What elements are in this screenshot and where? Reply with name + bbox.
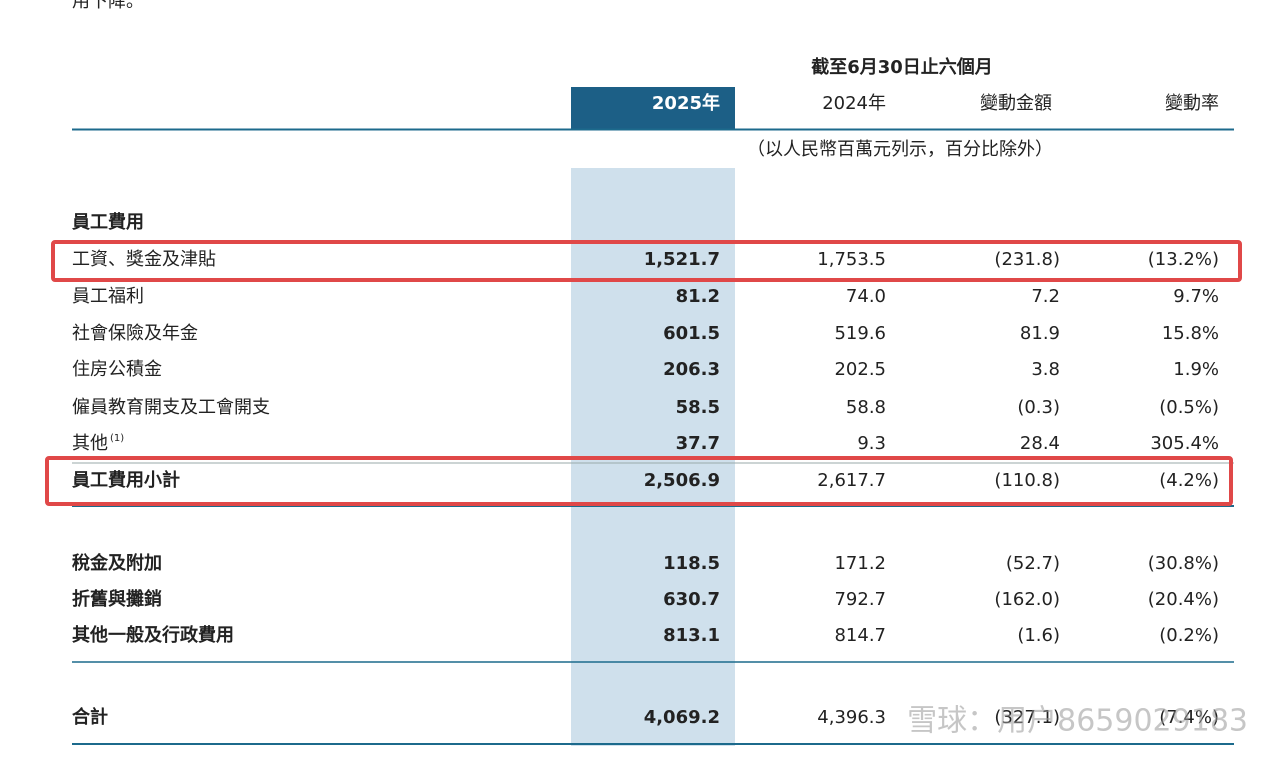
column-header: 變動率 bbox=[1165, 93, 1219, 114]
header-box bbox=[571, 87, 735, 129]
row-label: 僱員教育開支及工會開支 bbox=[72, 397, 270, 418]
cell: 792.7 bbox=[834, 589, 886, 610]
highlight-box bbox=[45, 456, 1233, 506]
cell-2025: 58.5 bbox=[676, 397, 720, 418]
cell-2025: 81.2 bbox=[676, 286, 720, 307]
watermark: 雪球：用户8659029183 bbox=[907, 704, 1248, 739]
cell: 9.3 bbox=[857, 433, 886, 454]
cell: 2,617.7 bbox=[817, 470, 886, 491]
cell: (0.3) bbox=[1017, 397, 1060, 418]
cell: 58.8 bbox=[846, 397, 886, 418]
row-label: 其他一般及行政費用 bbox=[72, 624, 234, 646]
cell: (7.4%) bbox=[1159, 707, 1219, 728]
row-label: 工資、獎金及津貼 bbox=[72, 249, 216, 270]
cell: 81.9 bbox=[1020, 323, 1060, 344]
row-label: 員工費用小計 bbox=[71, 469, 180, 491]
cell-2025: 601.5 bbox=[663, 323, 720, 344]
cell: 4,396.3 bbox=[817, 707, 886, 728]
row-label: 員工福利 bbox=[72, 286, 144, 307]
column-header: 變動金額 bbox=[980, 93, 1052, 114]
cell: 814.7 bbox=[834, 625, 886, 646]
cell-2025: 2,506.9 bbox=[644, 470, 720, 491]
cell: (231.8) bbox=[994, 249, 1060, 270]
cell-2025: 813.1 bbox=[663, 625, 720, 646]
column-header: 2024年 bbox=[822, 93, 886, 114]
row-label: 合計 bbox=[72, 706, 108, 728]
cell: 171.2 bbox=[834, 553, 886, 574]
cell-2025: 206.3 bbox=[663, 359, 720, 380]
cell-2025: 37.7 bbox=[676, 433, 720, 454]
row-label: 社會保險及年金 bbox=[72, 323, 198, 344]
cell: 74.0 bbox=[846, 286, 886, 307]
cell: (1.6) bbox=[1017, 625, 1060, 646]
cell: (52.7) bbox=[1006, 553, 1060, 574]
cell: 28.4 bbox=[1020, 433, 1060, 454]
section-title: 員工費用 bbox=[71, 211, 144, 233]
row-label: 住房公積金 bbox=[72, 359, 162, 380]
cell-2025: 630.7 bbox=[663, 589, 720, 610]
cell: 1,753.5 bbox=[817, 249, 886, 270]
highlight-box bbox=[51, 240, 1242, 282]
row-label: 稅金及附加 bbox=[72, 552, 162, 574]
cell: 519.6 bbox=[834, 323, 886, 344]
column-header: 2025年 bbox=[652, 92, 720, 114]
cell: (162.0) bbox=[994, 589, 1060, 610]
cell-2025: 1,521.7 bbox=[644, 249, 720, 270]
cell: (20.4%) bbox=[1148, 589, 1219, 610]
cell: (110.8) bbox=[994, 470, 1060, 491]
cell: (0.2%) bbox=[1159, 625, 1219, 646]
cell: (0.5%) bbox=[1159, 397, 1219, 418]
cell: (4.2%) bbox=[1159, 470, 1219, 491]
cell: 1.9% bbox=[1173, 359, 1219, 380]
cell: 202.5 bbox=[834, 359, 886, 380]
row-label: 其他 bbox=[72, 433, 108, 454]
cell: (30.8%) bbox=[1148, 553, 1219, 574]
cell: (327.1) bbox=[994, 707, 1060, 728]
cell: 15.8% bbox=[1162, 323, 1219, 344]
cell: 3.8 bbox=[1031, 359, 1060, 380]
intro-text: 用下降。 bbox=[72, 0, 144, 12]
period-heading: 截至6月30日止六個月 bbox=[811, 56, 993, 78]
unit-note: （以人民幣百萬元列示，百分比除外） bbox=[747, 139, 1053, 160]
cell: 7.2 bbox=[1031, 286, 1060, 307]
cell: 305.4% bbox=[1150, 433, 1219, 454]
cell-2025: 118.5 bbox=[663, 553, 720, 574]
footnote-mark: (1) bbox=[110, 433, 124, 444]
cell: (13.2%) bbox=[1148, 249, 1219, 270]
row-label: 折舊與攤銷 bbox=[72, 588, 162, 610]
cell-2025: 4,069.2 bbox=[644, 707, 720, 728]
cell: 9.7% bbox=[1173, 286, 1219, 307]
